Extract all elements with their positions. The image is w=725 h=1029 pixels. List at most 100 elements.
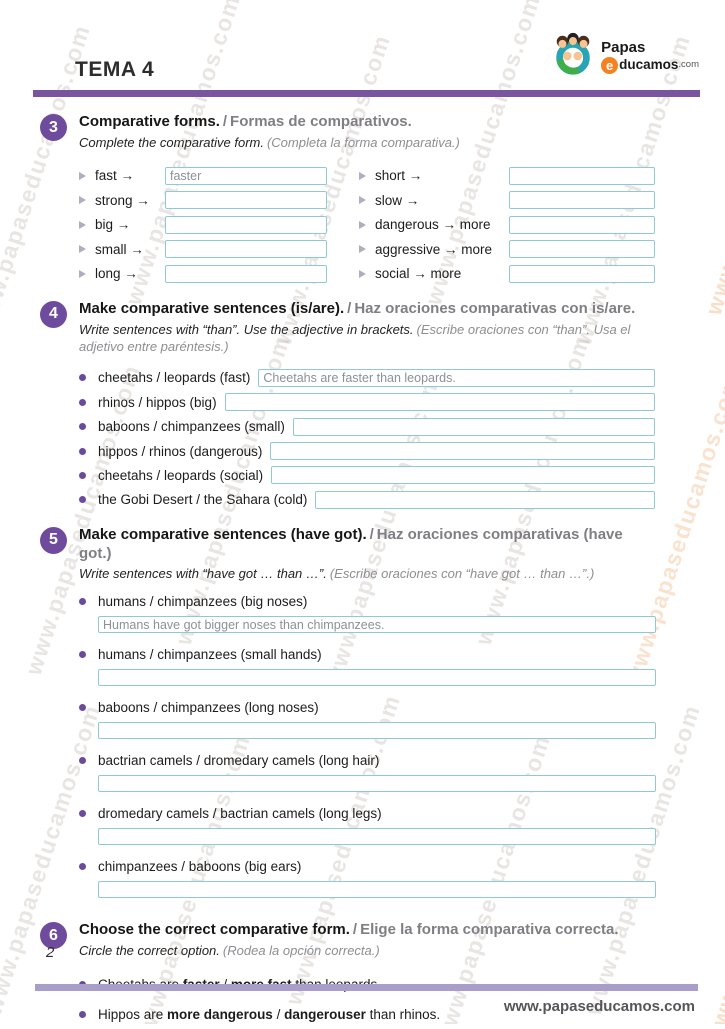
title-separator: / xyxy=(347,299,352,317)
answer-input[interactable] xyxy=(98,669,656,687)
exercise-title-es: Formas de comparativos. xyxy=(230,113,412,130)
page-title: TEMA 4 xyxy=(75,58,155,81)
option-choice[interactable]: dangerouser xyxy=(284,1006,366,1022)
logo-word-papas: Papas xyxy=(601,38,646,56)
ex3-row: aggressive → more xyxy=(359,237,655,262)
answer-input[interactable] xyxy=(98,828,656,846)
dot-bullet-icon xyxy=(79,423,86,431)
exercise-number-badge: 3 xyxy=(40,114,67,141)
answer-input[interactable] xyxy=(98,881,656,899)
exercise-title-es: Haz oraciones comparativas con is/are. xyxy=(354,299,636,317)
answer-input[interactable] xyxy=(270,442,655,460)
answer-input[interactable] xyxy=(509,215,655,234)
footer-url[interactable]: www.papaseducamos.com xyxy=(503,998,695,1015)
triangle-bullet-icon xyxy=(359,269,366,278)
answer-input[interactable] xyxy=(509,191,655,210)
exercise-title: Comparative forms. / Formas de comparativo… xyxy=(79,113,655,132)
dot-bullet-icon xyxy=(79,496,86,504)
answer-input[interactable] xyxy=(271,466,655,485)
ex3-row: fast → xyxy=(79,163,327,188)
answer-input[interactable] xyxy=(509,264,655,283)
answer-input[interactable] xyxy=(315,490,655,509)
page-header: TEMA 4 Papas e xyxy=(0,0,725,82)
header-divider xyxy=(33,90,700,97)
answer-input[interactable] xyxy=(509,240,655,259)
triangle-bullet-icon xyxy=(79,269,86,278)
exercise-5: 5 Make comparative sentences (have got).… xyxy=(40,526,656,909)
triangle-bullet-icon xyxy=(359,220,366,229)
ex4-row: hippos / rhinos (dangerous) xyxy=(79,439,655,463)
ex3-columns: fast → strong → big → small → long → sho… xyxy=(79,163,655,286)
ex4-row: cheetahs / leopards (social) xyxy=(79,463,655,487)
ex4-row: rhinos / hippos (big) xyxy=(79,390,655,414)
ex4-row: baboons / chimpanzees (small) xyxy=(79,414,655,438)
exercise-number-badge: 4 xyxy=(40,300,67,328)
exercise-title-en: Choose the correct comparative form. xyxy=(79,921,350,939)
ex6-option-row: Hippos are more dangerous / dangerouser … xyxy=(79,999,655,1029)
triangle-bullet-icon xyxy=(79,196,86,205)
exercise-instruction: Circle the correct option. (Rodea la opci… xyxy=(79,942,380,958)
exercise-title-en: Make comparative sentences (is/are). xyxy=(79,299,345,317)
ex3-row: short → xyxy=(359,163,655,188)
triangle-bullet-icon xyxy=(359,196,366,205)
brand-logo: Papas e ducamos .com xyxy=(550,31,699,82)
dot-bullet-icon xyxy=(79,756,86,764)
answer-input[interactable] xyxy=(509,166,655,185)
answer-input[interactable] xyxy=(292,417,655,436)
title-separator: / xyxy=(222,113,228,130)
triangle-bullet-icon xyxy=(359,245,366,254)
exercise-instruction: Write sentences with “than”. Use the adj… xyxy=(79,321,631,355)
triangle-bullet-icon xyxy=(79,245,86,254)
logo-tld: .com xyxy=(678,59,699,71)
ex5-item: bactrian camels / dromedary camels (long… xyxy=(79,750,656,793)
dot-bullet-icon xyxy=(79,809,86,817)
dot-bullet-icon xyxy=(79,447,86,455)
triangle-bullet-icon xyxy=(79,171,86,180)
ex3-row: big → xyxy=(79,212,327,237)
exercise-title: Make comparative sentences (have got). / H… xyxy=(79,526,655,564)
ex3-row: strong → xyxy=(79,188,327,213)
answer-input[interactable] xyxy=(165,264,327,283)
dot-bullet-icon xyxy=(79,1010,86,1018)
ex3-row: long → xyxy=(79,261,327,286)
exercise-4: 4 Make comparative sentences (is/are). / H… xyxy=(40,300,655,512)
exercise-6: 6 Choose the correct comparative form. / E… xyxy=(40,921,655,1029)
answer-input[interactable] xyxy=(98,775,656,793)
ex5-item: chimpanzees / baboons (big ears) xyxy=(79,856,656,899)
triangle-bullet-icon xyxy=(79,220,86,229)
answer-input[interactable] xyxy=(98,616,656,634)
exercise-title: Choose the correct comparative form. / Eli… xyxy=(79,921,655,940)
answer-input[interactable] xyxy=(258,368,655,387)
ex4-row: the Gobi Desert / the Sahara (cold) xyxy=(79,488,655,512)
answer-input[interactable] xyxy=(224,393,655,412)
ex5-item: dromedary camels / bactrian camels (long… xyxy=(79,803,656,846)
logo-e-icon: e xyxy=(601,56,619,74)
ex3-row: small → xyxy=(79,237,327,262)
dot-bullet-icon xyxy=(79,597,86,605)
answer-input[interactable] xyxy=(98,722,656,740)
title-separator: / xyxy=(369,525,374,543)
ex5-item: humans / chimpanzees (big noses) xyxy=(79,591,656,634)
dot-bullet-icon xyxy=(79,650,86,658)
title-separator: / xyxy=(352,921,358,939)
exercise-instruction: Complete the comparative form. (Completa … xyxy=(79,134,460,150)
answer-input[interactable] xyxy=(165,240,327,259)
exercise-instruction: Write sentences with “have got … than …”… xyxy=(79,566,595,582)
ex3-row: slow → xyxy=(359,188,655,213)
answer-input[interactable] xyxy=(165,166,327,185)
answer-input[interactable] xyxy=(165,215,327,234)
option-choice[interactable]: more dangerous xyxy=(167,1006,273,1022)
exercise-number-badge: 6 xyxy=(40,922,67,950)
exercise-title-en: Comparative forms. xyxy=(79,113,220,130)
family-faces-icon xyxy=(550,31,596,82)
exercise-title-en: Make comparative sentences (have got). xyxy=(79,525,367,543)
dot-bullet-icon xyxy=(79,471,86,479)
exercise-number-badge: 5 xyxy=(40,526,67,554)
exercise-title-es: Haz oraciones comparativas (have got.) xyxy=(79,525,623,562)
ex5-item: humans / chimpanzees (small hands) xyxy=(79,644,656,687)
ex3-row: social → more xyxy=(359,261,655,286)
exercise-title-es: Elige la forma comparativa correcta. xyxy=(360,921,619,939)
exercise-title: Make comparative sentences (is/are). / Haz… xyxy=(79,300,655,319)
answer-input[interactable] xyxy=(165,191,327,210)
exercise-3: 3 Comparative forms. / Formas de comparati… xyxy=(40,113,655,286)
